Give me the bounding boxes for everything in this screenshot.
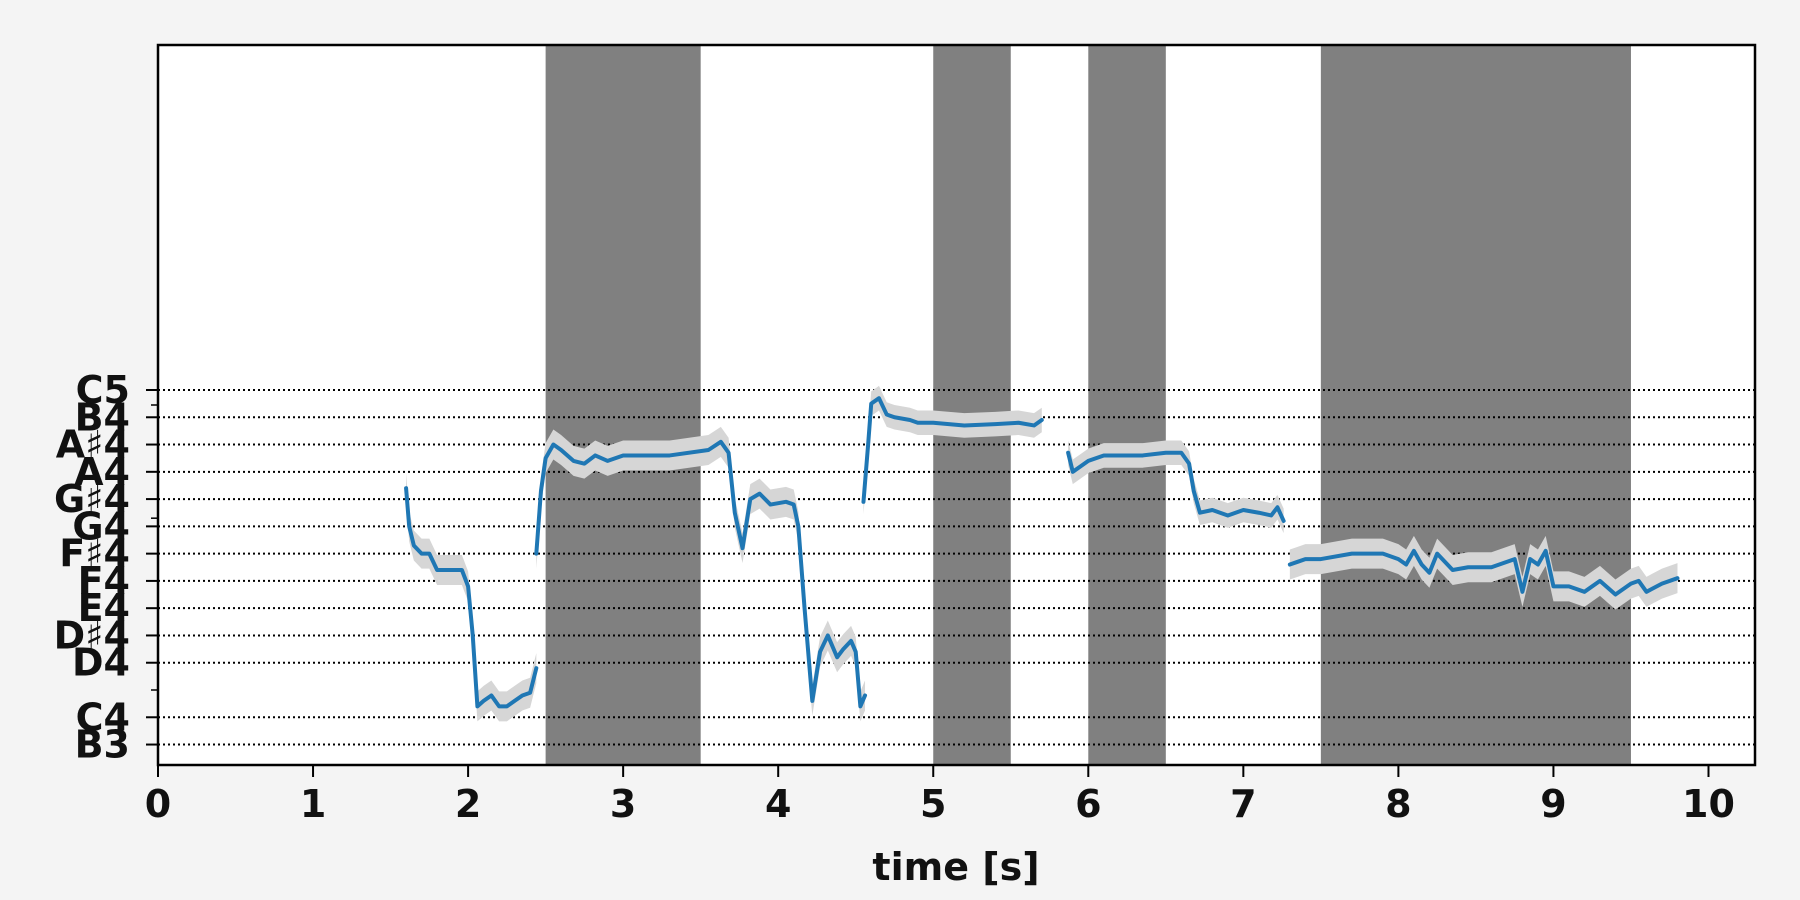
x-axis-label: time [s] — [872, 845, 1039, 889]
y-tick-label: A♯4 — [56, 423, 130, 467]
y-tick-label: B4 — [75, 395, 130, 439]
shaded-region-2 — [933, 45, 1011, 765]
x-tick-label: 4 — [765, 782, 791, 826]
x-tick-label: 0 — [145, 782, 171, 826]
x-tick-label: 3 — [610, 782, 636, 826]
x-tick-label: 10 — [1682, 782, 1735, 826]
shaded-region-1 — [545, 45, 701, 765]
shaded-region-3 — [1088, 45, 1166, 765]
pitch-segment-2 — [534, 439, 868, 709]
x-axis-ticks: 0 1 2 3 4 5 6 7 8 9 10 — [145, 765, 1735, 826]
confidence-band-4 — [1068, 440, 1284, 534]
y-tick-label: E4 — [78, 586, 130, 630]
x-tick-label: 6 — [1075, 782, 1101, 826]
pitch-segment-1 — [404, 486, 539, 709]
y-tick-label: F♯4 — [59, 532, 130, 576]
shaded-regions — [545, 45, 1631, 765]
x-tick-label: 5 — [920, 782, 946, 826]
y-tick-label: D♯4 — [54, 613, 130, 657]
pitch-segment-3 — [861, 396, 1044, 504]
shaded-region-4 — [1320, 45, 1631, 765]
pitch-lines — [404, 396, 1680, 709]
pitch-segment-5 — [1287, 548, 1680, 597]
y-tick-label: G♯4 — [54, 477, 130, 521]
y-tick-label: D4 — [72, 641, 130, 685]
pitch-gridlines — [158, 389, 1755, 746]
x-tick-label: 1 — [300, 782, 326, 826]
x-tick-label: 8 — [1385, 782, 1411, 826]
y-tick-label: B3 — [75, 723, 130, 767]
y-tick-label: G4 — [72, 504, 130, 548]
y-tick-label: F4 — [78, 559, 130, 603]
x-tick-label: 2 — [455, 782, 481, 826]
y-tick-label: A4 — [74, 450, 130, 494]
x-tick-label: 7 — [1230, 782, 1256, 826]
x-tick-label: 9 — [1540, 782, 1566, 826]
y-tick-label: C4 — [76, 695, 130, 739]
pitch-segment-4 — [1066, 450, 1286, 523]
y-tick-label: C5 — [76, 368, 130, 412]
